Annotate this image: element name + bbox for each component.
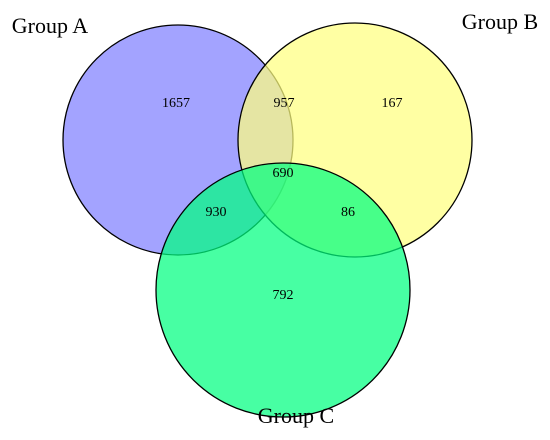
region-label: 167 [382, 96, 403, 111]
region-label: 792 [273, 288, 294, 303]
region-label: 930 [206, 205, 227, 220]
set-circle [155, 162, 411, 418]
region-label: 86 [341, 205, 355, 220]
region-label: 957 [274, 96, 295, 111]
region-label: 690 [273, 166, 294, 181]
set-label: Group B [462, 9, 538, 34]
region-label: 1657 [162, 96, 190, 111]
set-label: Group A [12, 13, 89, 38]
set-label: Group C [258, 403, 334, 428]
